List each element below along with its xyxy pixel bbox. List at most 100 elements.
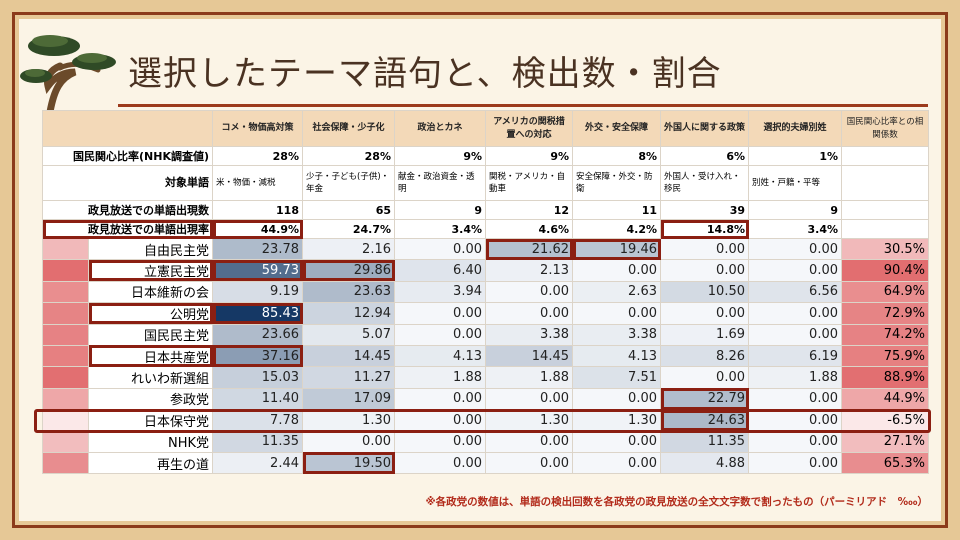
correlation-swatch <box>42 259 89 282</box>
party-name: 日本共産党 <box>88 344 213 368</box>
value-cell: 12.94 <box>302 302 395 325</box>
slide-title: 選択したテーマ語句と、検出数・割合 <box>128 54 722 94</box>
theme-table: コメ・物価高対策 社会保障・少子化 政治とカネ アメリカの関税措置への対応 外交… <box>42 110 929 475</box>
correlation-cell: 88.9% <box>841 366 929 389</box>
value-cell: 10.50 <box>660 280 749 304</box>
header-value-cell: 28% <box>212 146 303 166</box>
party-row: 日本保守党 7.78 1.30 0.00 1.30 1.30 24.63 0.00 -6.5% <box>42 409 929 432</box>
value-cell: 0.00 <box>394 430 486 453</box>
value-cell: 0.00 <box>572 451 661 475</box>
header-value-cell: 別姓・戸籍・平等 <box>748 165 842 201</box>
correlation-swatch <box>42 302 89 325</box>
col-header: アメリカの関税措置への対応 <box>485 110 573 147</box>
col-header: 社会保障・少子化 <box>302 110 395 147</box>
header-value-cell: 118 <box>212 200 303 220</box>
value-cell: 19.46 <box>572 237 661 261</box>
value-cell: 11.35 <box>660 430 749 453</box>
value-cell: 0.00 <box>660 237 749 261</box>
header-row: 政見放送での単語出現数 118 65 9 12 11 39 9 <box>42 200 929 220</box>
value-cell: 0.00 <box>572 430 661 453</box>
value-cell: 0.00 <box>660 366 749 389</box>
value-cell: 14.45 <box>302 344 395 368</box>
value-cell: 0.00 <box>660 259 749 282</box>
value-cell: 2.44 <box>212 451 303 475</box>
value-cell: 4.13 <box>572 344 661 368</box>
header-value-cell: 安全保障・外交・防衛 <box>572 165 661 201</box>
value-cell: 4.88 <box>660 451 749 475</box>
value-cell: 19.50 <box>302 451 395 475</box>
header-value-cell: 関税・アメリカ・自動車 <box>485 165 573 201</box>
column-header-row: コメ・物価高対策 社会保障・少子化 政治とカネ アメリカの関税措置への対応 外交… <box>42 110 929 147</box>
col-header: 選択的夫婦別姓 <box>748 110 842 147</box>
value-cell: 0.00 <box>748 430 842 453</box>
header-value-cell: 少子・子ども(子供)・年金 <box>302 165 395 201</box>
party-row: 立憲民主党 59.73 29.86 6.40 2.13 0.00 0.00 0.00 90.4% <box>42 259 929 282</box>
party-name: れいわ新選組 <box>88 366 213 389</box>
value-cell: 0.00 <box>748 237 842 261</box>
col-header: 国民関心比率との相関係数 <box>841 110 929 147</box>
value-cell: 59.73 <box>212 259 303 282</box>
value-cell: 6.56 <box>748 280 842 304</box>
value-cell: 0.00 <box>748 259 842 282</box>
value-cell: 0.00 <box>485 451 573 475</box>
party-name: 再生の道 <box>88 451 213 475</box>
value-cell: 3.38 <box>485 323 573 346</box>
party-name: 参政党 <box>88 387 213 411</box>
header-value-cell: 11 <box>572 200 661 220</box>
header-row: 政見放送での単語出現率 44.9% 24.7% 3.4% 4.6% 4.2% 14.8% 3.… <box>42 219 929 239</box>
value-cell: 2.63 <box>572 280 661 304</box>
party-row: 参政党 11.40 17.09 0.00 0.00 0.00 22.79 0.00 44.9% <box>42 387 929 411</box>
value-cell: 0.00 <box>394 237 486 261</box>
party-name: 国民民主党 <box>88 323 213 346</box>
value-cell: 0.00 <box>485 280 573 304</box>
header-value-cell: 4.6% <box>485 219 573 239</box>
correlation-swatch <box>42 344 89 368</box>
header-value-cell: 12 <box>485 200 573 220</box>
header-value-cell: 14.8% <box>660 219 749 239</box>
value-cell: 0.00 <box>394 323 486 346</box>
value-cell: 0.00 <box>394 302 486 325</box>
col-header: コメ・物価高対策 <box>212 110 303 147</box>
pine-tree-icon <box>20 35 116 112</box>
value-cell: 1.88 <box>394 366 486 389</box>
value-cell: 7.78 <box>212 409 303 432</box>
value-cell: 3.38 <box>572 323 661 346</box>
value-cell: 6.40 <box>394 259 486 282</box>
header-value-cell <box>841 165 929 201</box>
header-value-cell: 9% <box>394 146 486 166</box>
header-row: 国民関心比率(NHK調査値) 28% 28% 9% 9% 8% 6% 1% <box>42 146 929 166</box>
value-cell: 0.00 <box>572 259 661 282</box>
correlation-swatch <box>42 280 89 304</box>
header-value-cell <box>841 200 929 220</box>
value-cell: 0.00 <box>394 409 486 432</box>
header-value-cell <box>841 146 929 166</box>
header-value-cell: 28% <box>302 146 395 166</box>
value-cell: 4.13 <box>394 344 486 368</box>
value-cell: 0.00 <box>748 451 842 475</box>
party-name: 公明党 <box>88 302 213 325</box>
value-cell: 0.00 <box>394 387 486 411</box>
correlation-cell: 90.4% <box>841 259 929 282</box>
correlation-cell: 44.9% <box>841 387 929 411</box>
value-cell: 1.88 <box>748 366 842 389</box>
value-cell: 3.94 <box>394 280 486 304</box>
value-cell: 22.79 <box>660 387 749 411</box>
header-value-cell: 外国人・受け入れ・移民 <box>660 165 749 201</box>
header-value-cell: 9% <box>485 146 573 166</box>
value-cell: 0.00 <box>572 387 661 411</box>
header-value-cell: 4.2% <box>572 219 661 239</box>
correlation-swatch <box>42 387 89 411</box>
col-header: 外国人に関する政策 <box>660 110 749 147</box>
header-value-cell: 6% <box>660 146 749 166</box>
party-row: 再生の道 2.44 19.50 0.00 0.00 0.00 4.88 0.00 65.3% <box>42 451 929 475</box>
correlation-swatch <box>42 451 89 475</box>
outer-frame <box>12 12 948 528</box>
value-cell: 0.00 <box>485 302 573 325</box>
value-cell: 23.78 <box>212 237 303 261</box>
value-cell: 1.30 <box>572 409 661 432</box>
col-header: 政治とカネ <box>394 110 486 147</box>
correlation-cell: 74.2% <box>841 323 929 346</box>
correlation-cell: 72.9% <box>841 302 929 325</box>
header-value-cell: 9 <box>394 200 486 220</box>
correlation-swatch <box>42 237 89 261</box>
